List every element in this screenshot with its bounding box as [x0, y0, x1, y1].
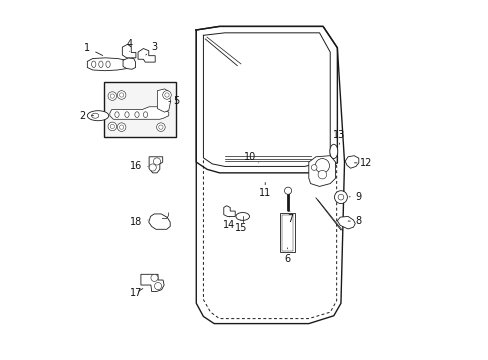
Circle shape [315, 158, 329, 173]
Polygon shape [138, 49, 155, 62]
Text: 16: 16 [130, 161, 148, 171]
Polygon shape [87, 58, 130, 71]
Circle shape [164, 93, 169, 97]
Circle shape [284, 187, 291, 194]
Ellipse shape [135, 112, 139, 117]
Text: 5: 5 [168, 96, 180, 107]
Ellipse shape [87, 111, 108, 121]
Ellipse shape [115, 112, 119, 117]
Polygon shape [224, 206, 235, 216]
Circle shape [159, 125, 163, 129]
Text: 18: 18 [130, 217, 148, 227]
Text: 9: 9 [348, 192, 361, 202]
Circle shape [156, 123, 165, 131]
Text: 15: 15 [234, 220, 246, 233]
Circle shape [311, 165, 316, 170]
Polygon shape [122, 44, 136, 58]
Polygon shape [308, 156, 335, 186]
Text: 17: 17 [130, 288, 142, 297]
Polygon shape [141, 274, 164, 292]
Circle shape [117, 91, 125, 99]
Polygon shape [157, 89, 170, 112]
Ellipse shape [106, 61, 110, 67]
Text: 6: 6 [284, 248, 290, 264]
Ellipse shape [143, 112, 147, 117]
Bar [104, 82, 176, 137]
Circle shape [317, 170, 326, 179]
Circle shape [154, 283, 162, 290]
Text: 11: 11 [259, 183, 271, 198]
Text: 1: 1 [84, 43, 102, 55]
Text: 2: 2 [80, 111, 93, 121]
Circle shape [117, 123, 125, 131]
Circle shape [119, 125, 123, 129]
Polygon shape [123, 58, 135, 69]
Circle shape [108, 122, 116, 131]
Bar [280, 213, 294, 252]
Circle shape [153, 158, 160, 165]
Circle shape [334, 191, 346, 203]
Polygon shape [149, 157, 163, 173]
Bar [281, 215, 292, 251]
Ellipse shape [124, 112, 129, 117]
Ellipse shape [99, 61, 103, 67]
Circle shape [149, 164, 156, 171]
Text: 10: 10 [243, 152, 258, 163]
Text: 7: 7 [286, 211, 292, 224]
Ellipse shape [91, 61, 96, 67]
Text: 14: 14 [223, 216, 235, 230]
Text: 3: 3 [145, 42, 157, 55]
Circle shape [119, 93, 123, 97]
Text: 4: 4 [126, 39, 132, 51]
Circle shape [108, 92, 116, 100]
Ellipse shape [235, 212, 249, 220]
Text: 8: 8 [347, 216, 361, 226]
Circle shape [110, 124, 114, 129]
Circle shape [337, 194, 343, 200]
Text: 13: 13 [333, 130, 345, 144]
Text: 12: 12 [354, 158, 371, 168]
Ellipse shape [91, 113, 99, 118]
Polygon shape [337, 216, 354, 229]
Circle shape [163, 91, 171, 99]
Polygon shape [345, 156, 358, 168]
Polygon shape [110, 107, 168, 119]
Circle shape [151, 274, 158, 282]
Ellipse shape [329, 144, 337, 158]
Circle shape [110, 94, 114, 98]
Polygon shape [148, 214, 170, 229]
